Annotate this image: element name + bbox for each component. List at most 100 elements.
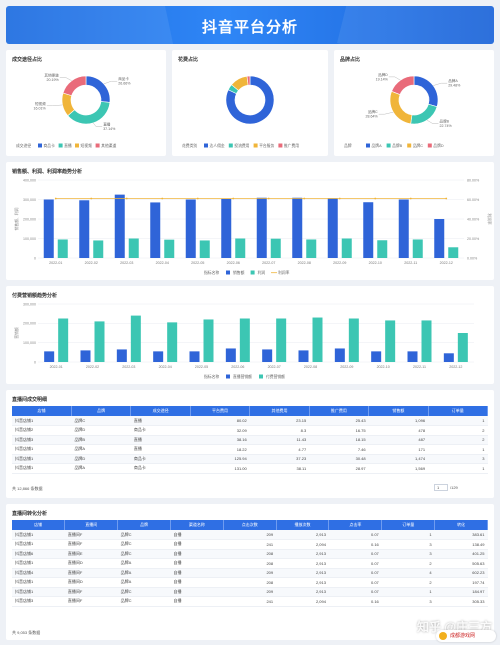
bar-付费营销额-2022-10 [385, 320, 396, 362]
y2-tick-label: 40.00% [467, 217, 480, 221]
legend-label: 投流费用 [234, 143, 249, 148]
column-header[interactable]: 转化 [434, 520, 488, 530]
x-tick-label: 2022-06 [227, 261, 240, 265]
legend-label: 其他渠道 [101, 143, 116, 148]
column-header[interactable]: 品牌 [117, 520, 171, 530]
legend-swatch [38, 143, 42, 148]
table-cell: 直播间F [64, 568, 118, 578]
bar-付费营销额-2022-12 [457, 333, 468, 362]
table-row[interactable]: 抖音店铺1 品牌D 商品卡 125.94 37.23 30.48 1,474 3 [12, 454, 488, 464]
column-header[interactable]: 店铺 [12, 406, 72, 416]
x-tick-label: 2022-08 [304, 365, 317, 369]
donut-leader-line [46, 104, 63, 106]
table-row[interactable]: 抖音店铺3 直播间F 品牌C 自播 241 2,094 0.16 3 305.33 [12, 596, 488, 607]
bar-付费营销额-2022-09 [348, 318, 359, 362]
donut-slice-商品卡 [85, 75, 111, 103]
donut-slice-value: 22.74% [439, 124, 452, 128]
table-cell: 2 [428, 425, 488, 436]
legend-title: 品牌 [344, 143, 352, 148]
table-cell: 品牌A [71, 463, 131, 474]
column-header[interactable]: 推广费用 [309, 406, 370, 416]
table-cell: 18.15 [309, 435, 369, 445]
page-input[interactable]: 1 [434, 484, 448, 491]
legend-label: 品牌B [392, 143, 403, 148]
table-cell: 0.07 [328, 549, 382, 559]
column-header[interactable]: 渠道名称 [170, 520, 224, 530]
column-header[interactable]: 其他费用 [249, 406, 310, 416]
table-row[interactable]: 抖音店铺1 品牌A 商品卡 131.00 38.11 28.97 1,569 1 [12, 463, 488, 474]
table-cell: 直播间F [64, 596, 118, 607]
table-row[interactable]: 抖音店铺1 品牌A 直播 18.22 4.77 7.46 171 1 [12, 444, 488, 455]
table-cell: 抖音店铺1 [12, 530, 65, 540]
table-row[interactable]: 抖音店铺3 品牌B 直播 38.16 11.43 18.15 487 2 [12, 435, 488, 445]
column-header[interactable]: 平台费用 [190, 406, 251, 416]
donut-slice-品牌C [389, 90, 413, 125]
column-header[interactable]: 直播间 [64, 520, 119, 530]
x-tick-label: 2022-04 [156, 261, 169, 265]
table-cell: 305.33 [434, 596, 488, 607]
bar-直播营销额-2022-12 [443, 353, 454, 362]
table-cell: 品牌A [117, 568, 171, 578]
column-header[interactable]: 点击率 [328, 520, 383, 530]
column-header[interactable]: 销售额 [368, 406, 429, 416]
y2-tick-label: 20.00% [467, 237, 480, 241]
table-row[interactable]: 抖音店铺1 直播间F 品牌C 自播 241 2,094 0.16 3 138.49 [12, 539, 488, 550]
table-total: 共 9,053 条数据 [12, 630, 41, 635]
table-scroll-area[interactable]: 店铺 直播间 品牌 渠道名称 点击次数 播放次数 点击率 订单量 转化 抖音店铺1 直播间F 品牌C 自… [12, 520, 488, 624]
legend-label: 推广费用 [284, 143, 299, 148]
bar-销售额-2022-02 [79, 200, 90, 258]
table-cell: 抖音店铺1 [12, 416, 72, 426]
bar-直播营销额-2022-03 [116, 349, 127, 362]
table-row[interactable]: 抖音店铺2 品牌D 商品卡 32.09 8.3 16.75 478 2 [12, 425, 488, 436]
column-header[interactable]: 品牌 [71, 406, 132, 416]
column-header[interactable]: 订单量 [428, 406, 488, 416]
x-tick-label: 2022-10 [377, 365, 390, 369]
bar-直播营销额-2022-09 [334, 348, 345, 362]
table-cell: 2 [381, 577, 435, 588]
legend-swatch [95, 143, 100, 148]
donut-leader-line [426, 119, 439, 124]
legend-title: 指标名称 [204, 270, 219, 275]
table-row[interactable]: 抖音店铺1 直播间D 品牌A 自播 208 2,913 0.07 2 505.63 [12, 558, 488, 569]
table-row[interactable]: 抖音店铺1 直播间F 品牌C 自播 209 2,913 0.07 1 184.97 [12, 587, 488, 597]
table-cell: 抖音店铺1 [12, 444, 72, 455]
table-title: 直播间转化分析 [12, 511, 48, 517]
table-row[interactable]: 抖音店铺1 品牌C 直播 80.02 23.15 25.43 1,096 1 [12, 416, 488, 426]
table-cell: 208 [223, 549, 277, 559]
column-header[interactable]: 成交途径 [130, 406, 191, 416]
column-header[interactable]: 订单量 [381, 520, 436, 530]
donut-title: 品牌占比 [340, 57, 361, 63]
donut-slice-推广费用 [246, 75, 251, 86]
table-cell: 0.07 [328, 587, 382, 597]
bar-销售额-2022-12 [434, 219, 445, 258]
table-cell: 品牌A [117, 558, 171, 569]
table-cell: 32.09 [190, 425, 250, 436]
x-tick-label: 2022-11 [404, 261, 417, 265]
table-cell: 125.94 [190, 454, 250, 464]
donut-slice-value: 29.48% [448, 84, 461, 88]
legend-label: 销售额 [233, 270, 245, 275]
dashboard-header: 抖音平台分析 [6, 6, 494, 44]
table-row[interactable]: 抖音店铺4 直播间F 品牌A 自播 209 2,913 0.07 4 602.23 [12, 568, 488, 578]
table-row[interactable]: 抖音店铺6 直播间E 品牌C 自播 208 2,913 0.07 3 401.25 [12, 549, 488, 559]
table-cell: 38.11 [249, 463, 310, 474]
table-row[interactable]: 抖音店铺1 直播间D 品牌A 自播 208 2,913 0.07 2 197.74 [12, 577, 488, 588]
column-header[interactable]: 点击次数 [223, 520, 277, 530]
bar-直播营销额-2022-01 [44, 351, 55, 362]
donut-leader-line [388, 76, 401, 81]
table-scroll-area[interactable]: 店铺 品牌 成交途径 平台费用 其他费用 推广费用 销售额 订单量 抖音店铺1 品牌C 直播 80.0… [12, 406, 488, 478]
donut-slice-value: 19.14% [376, 77, 389, 81]
table-row[interactable]: 抖音店铺1 直播间F 品牌C 自播 209 2,913 0.07 1 383.61 [12, 530, 488, 540]
x-tick-label: 2022-10 [369, 261, 382, 265]
donut-leader-line [59, 77, 72, 81]
live-conversion-table: 店铺 直播间 品牌 渠道名称 点击次数 播放次数 点击率 订单量 转化 抖音店铺1 直播间F 品牌C 自… [12, 520, 488, 607]
table-cell: 171 [368, 444, 429, 455]
table-cell: 1 [428, 463, 488, 474]
y-tick-label: 100,000 [23, 237, 36, 241]
column-header[interactable]: 店铺 [12, 520, 66, 530]
live-deal-table: 店铺 品牌 成交途径 平台费用 其他费用 推广费用 销售额 订单量 抖音店铺1 品牌C 直播 80.0… [12, 406, 488, 474]
bar-直播营销额-2022-11 [407, 351, 418, 362]
column-header[interactable]: 播放次数 [276, 520, 330, 530]
y-tick-label: 200,000 [23, 322, 36, 326]
